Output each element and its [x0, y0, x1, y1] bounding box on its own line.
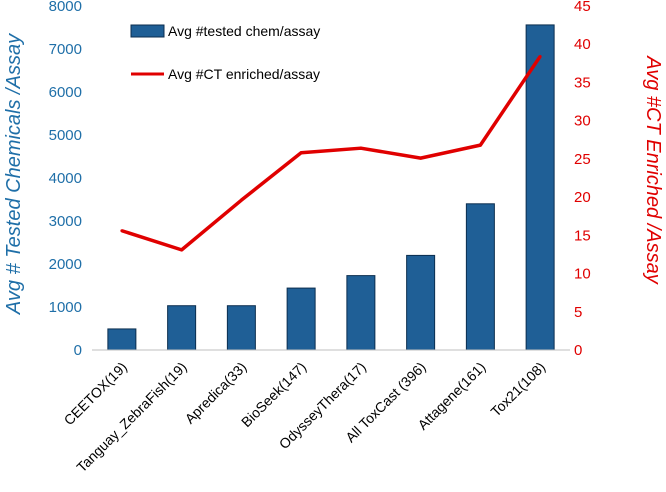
left-tick-label: 4000 — [49, 170, 82, 187]
bar-0 — [107, 328, 137, 351]
line-series — [120, 54, 542, 252]
bar-7 — [525, 24, 555, 351]
right-tick-label: 25 — [574, 151, 591, 168]
legend-bar-swatch — [130, 24, 165, 38]
left-tick-label: 0 — [74, 342, 82, 359]
legend-bar-label: Avg #tested chem/assay — [168, 23, 320, 39]
bar-2 — [226, 305, 256, 351]
category-label-1: Tanguay_ZebraFish(19) — [73, 359, 189, 475]
left-tick-label: 3000 — [49, 213, 82, 230]
right-tick-label: 5 — [574, 304, 582, 321]
category-label-7: Tox21(108) — [487, 359, 548, 420]
category-labels: CEETOX(19)Tanguay_ZebraFish(19)Apredica(… — [61, 359, 549, 475]
legend: Avg #tested chem/assay Avg #CT enriched/… — [130, 23, 320, 82]
right-axis-title: Avg #CT Enriched /Assay — [642, 55, 664, 285]
left-tick-label: 5000 — [49, 127, 82, 144]
legend-line-label: Avg #CT enriched/assay — [168, 66, 320, 82]
right-tick-label: 30 — [574, 113, 591, 130]
right-axis-ticks: 0 5 10 15 20 25 30 35 40 45 — [574, 0, 591, 359]
line-point-6 — [478, 143, 482, 147]
left-tick-label: 2000 — [49, 256, 82, 273]
right-tick-label: 15 — [574, 227, 591, 244]
line-point-5 — [419, 156, 423, 160]
line-path — [121, 55, 542, 252]
left-tick-label: 1000 — [49, 299, 82, 316]
left-tick-label: 7000 — [49, 41, 82, 58]
line-point-1 — [180, 248, 184, 252]
line-point-4 — [359, 146, 363, 150]
right-tick-label: 20 — [574, 189, 591, 206]
line-point-0 — [120, 229, 124, 233]
left-axis-ticks: 0 1000 2000 3000 4000 5000 6000 7000 8000 — [49, 0, 82, 359]
line-point-2 — [239, 198, 243, 202]
bar-3 — [286, 287, 316, 351]
bar-4 — [346, 275, 376, 351]
line-point-7 — [538, 54, 542, 58]
bar-6 — [465, 203, 495, 351]
bar-series — [107, 24, 555, 351]
bar-1 — [167, 305, 197, 351]
left-tick-label: 8000 — [49, 0, 82, 15]
line-point-3 — [299, 151, 303, 155]
right-tick-label: 35 — [574, 74, 591, 91]
right-tick-label: 0 — [574, 342, 582, 359]
right-tick-label: 40 — [574, 36, 591, 53]
left-axis-title: Avg # Tested Chemicals /Assay — [3, 33, 25, 315]
right-tick-label: 45 — [574, 0, 591, 15]
left-tick-label: 6000 — [49, 84, 82, 101]
bar-5 — [406, 254, 436, 351]
right-tick-label: 10 — [574, 266, 591, 283]
